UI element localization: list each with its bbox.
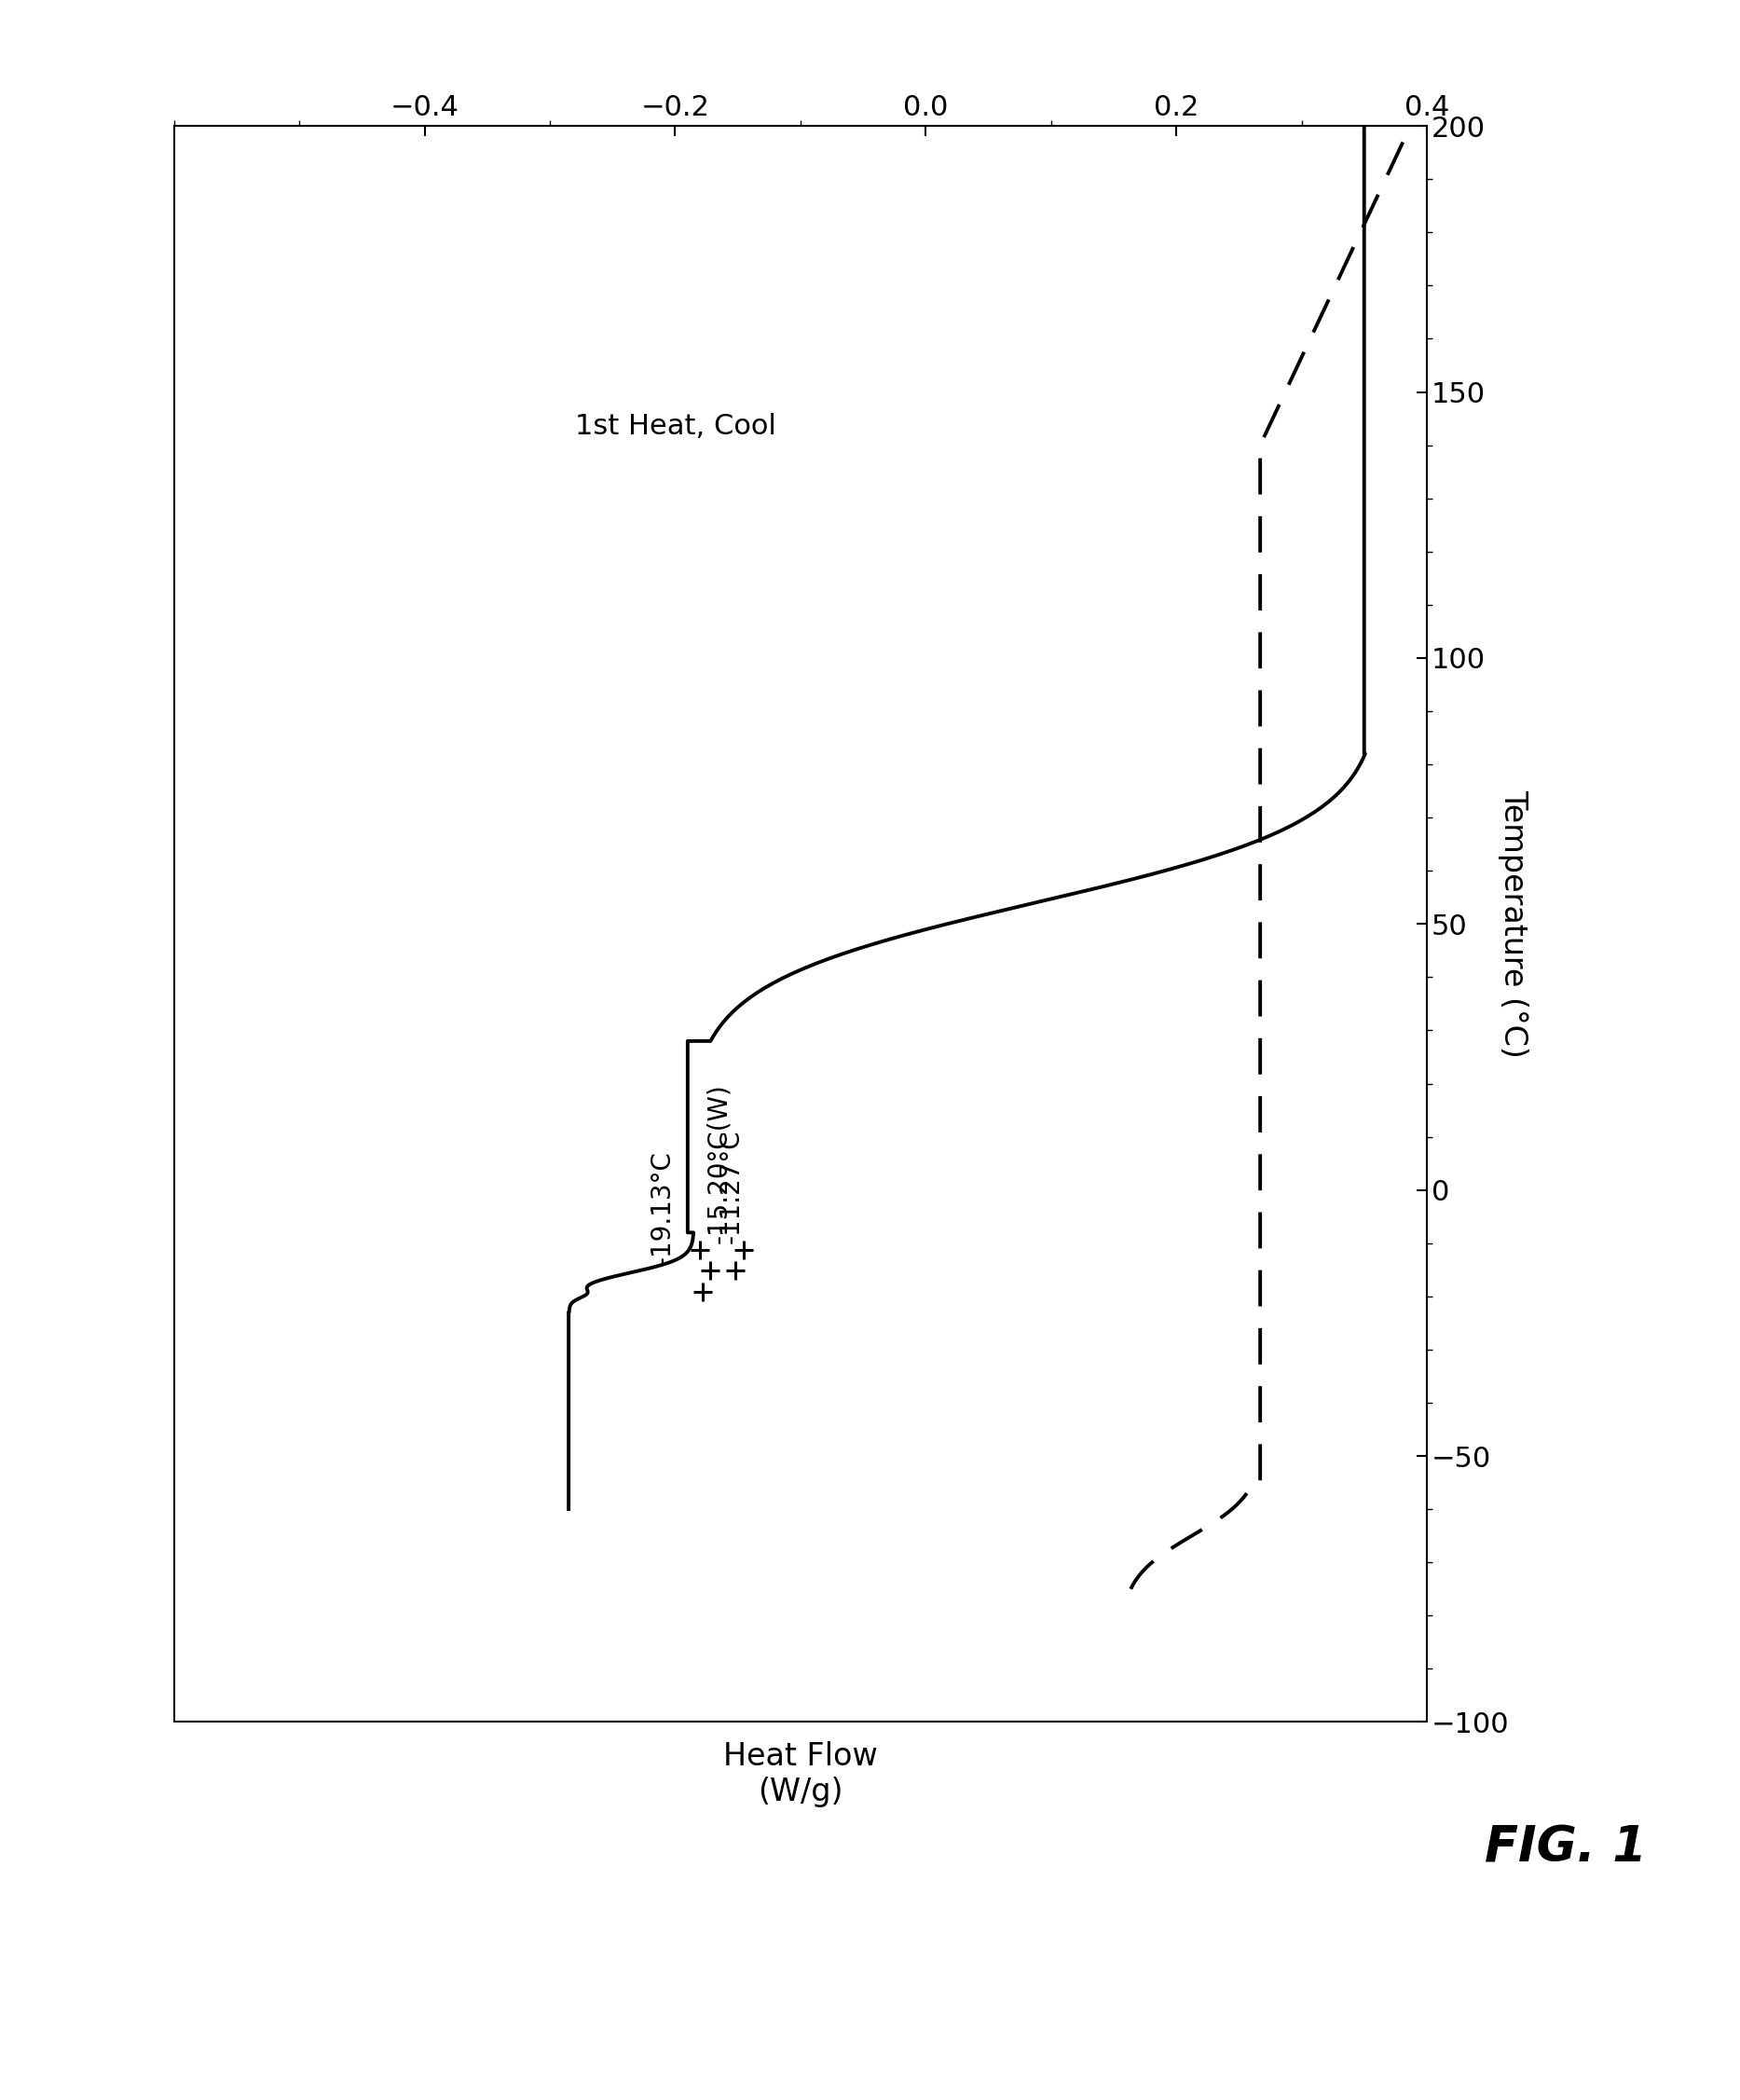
- Text: -19.13°C: -19.13°C: [649, 1151, 675, 1264]
- Text: FIG. 1: FIG. 1: [1484, 1823, 1648, 1873]
- Y-axis label: Temperature (°C): Temperature (°C): [1498, 790, 1529, 1058]
- X-axis label: Heat Flow
(W/g): Heat Flow (W/g): [724, 1741, 877, 1808]
- Text: 1st Heat, Cool: 1st Heat, Cool: [574, 414, 776, 441]
- Text: -15.20°C(W): -15.20°C(W): [706, 1084, 733, 1243]
- Text: -11.27°C: -11.27°C: [719, 1130, 745, 1243]
